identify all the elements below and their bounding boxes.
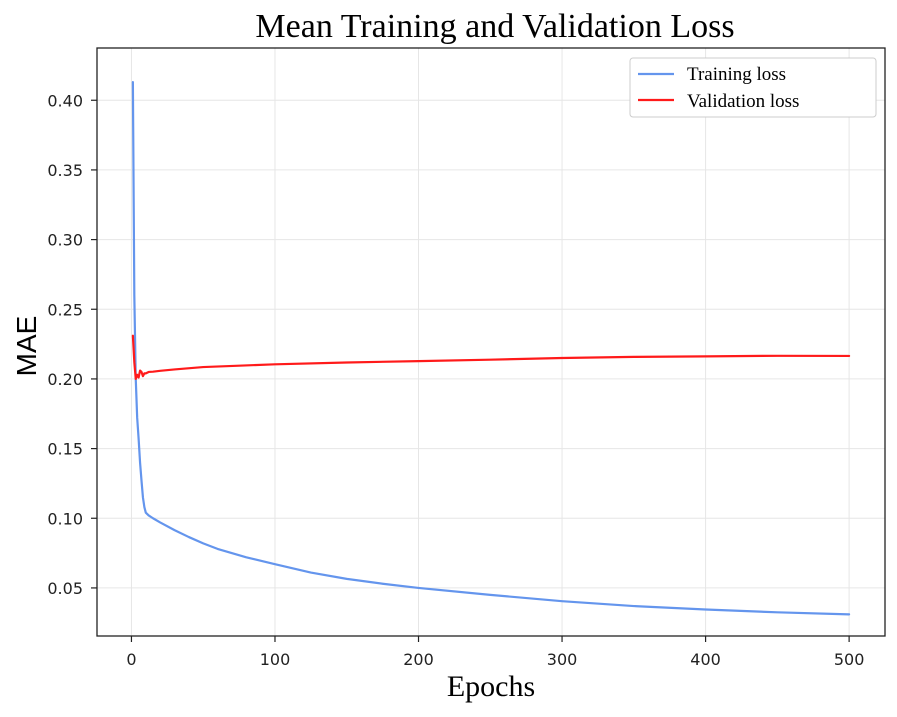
chart-title: Mean Training and Validation Loss [255,8,734,45]
y-ticks: 0.05 0.10 0.15 0.20 0.25 0.30 0.35 0.40 [47,91,97,598]
series-line-training [131,81,851,616]
series-line-validation [131,334,851,381]
y-tick-label: 0.40 [47,91,83,110]
y-tick-label: 0.20 [47,370,83,389]
x-tick-label: 100 [260,650,291,669]
legend: Training loss Validation loss [629,57,877,118]
x-tick-label: 300 [547,650,578,669]
legend-box [629,57,877,118]
x-tick-label: 400 [690,650,721,669]
y-tick-label: 0.30 [47,231,83,250]
y-tick-label: 0.10 [47,509,83,528]
x-ticks: 0 100 200 300 400 500 [126,636,864,669]
y-tick-label: 0.25 [47,300,83,319]
x-tick-label: 200 [403,650,434,669]
x-tick-label: 0 [126,650,136,669]
y-axis-label: MAE [11,316,42,377]
y-tick-label: 0.35 [47,161,83,180]
y-tick-label: 0.15 [47,440,83,459]
legend-label-training: Training loss [687,64,786,85]
legend-label-validation: Validation loss [687,91,799,112]
x-axis-label: Epochs [447,670,535,703]
x-tick-label: 500 [834,650,865,669]
series-lines [131,81,851,616]
y-tick-label: 0.05 [47,579,83,598]
plot-frame [96,47,886,637]
